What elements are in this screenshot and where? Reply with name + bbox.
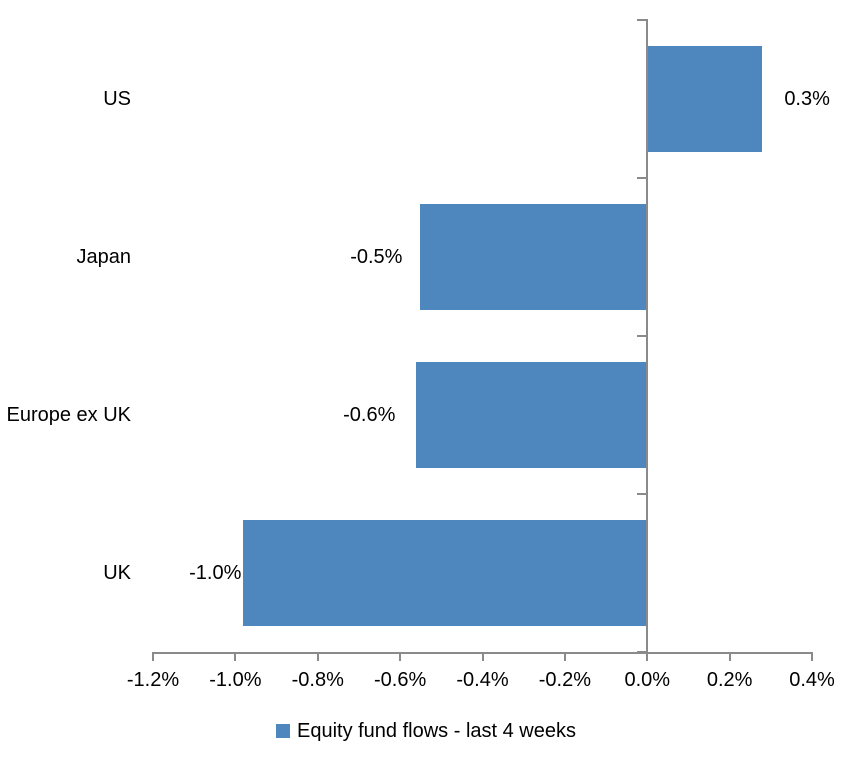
legend-swatch — [275, 724, 290, 738]
value-label: -0.5% — [350, 246, 403, 268]
x-axis-tick — [316, 652, 319, 661]
y-axis-tick — [637, 335, 646, 337]
x-axis-tick — [234, 652, 237, 661]
value-label: -1.0% — [189, 562, 242, 584]
x-axis-tick — [399, 652, 402, 661]
legend-label: Equity fund flows - last 4 weeks — [296, 719, 576, 742]
x-tick-label: 0.2% — [706, 669, 753, 691]
y-axis-tick — [637, 493, 646, 495]
x-tick-label: 0.4% — [789, 669, 835, 691]
y-axis-tick — [637, 19, 646, 21]
y-axis-line — [646, 19, 648, 654]
y-axis-tick — [637, 177, 646, 179]
bar-japan — [420, 204, 647, 310]
category-label: Japan — [76, 246, 132, 268]
x-tick-label: -1.2% — [126, 669, 180, 691]
x-axis-tick — [811, 652, 813, 661]
x-tick-label: -0.6% — [374, 669, 427, 691]
value-label: 0.3% — [784, 88, 830, 110]
x-tick-label: 0.0% — [624, 669, 671, 691]
category-label: US — [103, 88, 131, 110]
category-label: Europe ex UK — [6, 404, 131, 426]
x-axis-tick — [481, 652, 484, 661]
bar-uk — [243, 520, 647, 626]
x-axis-tick — [563, 652, 566, 661]
x-tick-label: -0.4% — [456, 669, 509, 691]
x-axis-tick — [728, 652, 731, 661]
x-tick-label: -0.8% — [291, 669, 344, 691]
category-label: UK — [103, 562, 131, 584]
legend: Equity fund flows - last 4 weeks — [0, 716, 852, 746]
x-tick-label: -1.0% — [209, 669, 262, 691]
value-label: -0.6% — [343, 404, 396, 426]
x-axis-tick — [152, 652, 154, 661]
x-axis-tick — [646, 652, 649, 661]
bar-europe-ex-uk — [416, 362, 647, 468]
bar-us — [647, 46, 763, 152]
x-tick-label: -0.2% — [538, 669, 591, 691]
